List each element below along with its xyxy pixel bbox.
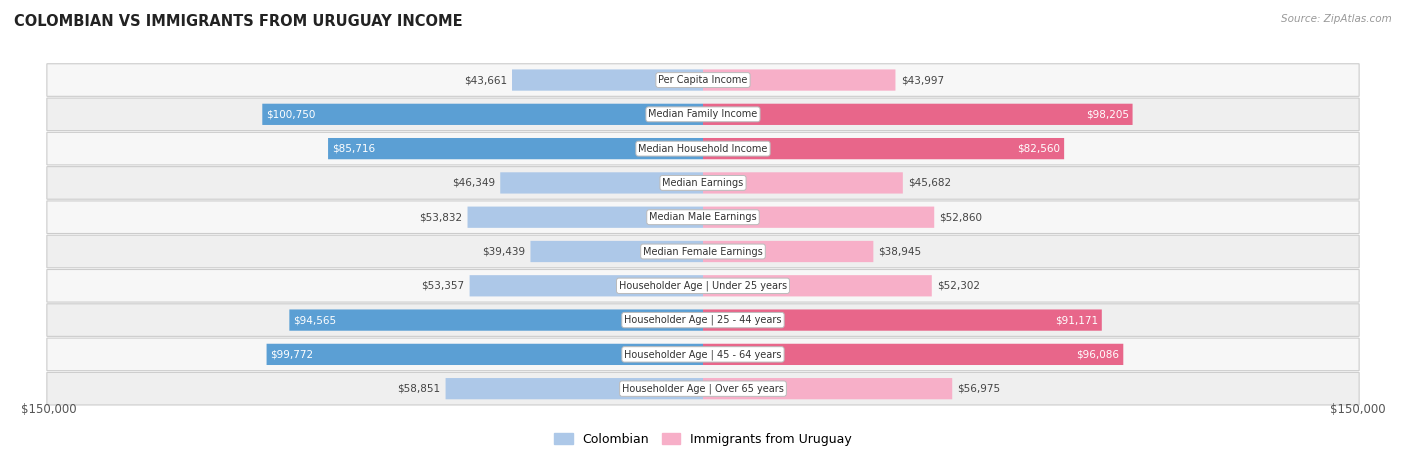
Text: $99,772: $99,772 [270,349,314,360]
Text: COLOMBIAN VS IMMIGRANTS FROM URUGUAY INCOME: COLOMBIAN VS IMMIGRANTS FROM URUGUAY INC… [14,14,463,29]
Text: $46,349: $46,349 [451,178,495,188]
Text: $82,560: $82,560 [1017,144,1060,154]
FancyBboxPatch shape [703,70,896,91]
Text: $39,439: $39,439 [482,247,526,256]
Text: $45,682: $45,682 [908,178,952,188]
FancyBboxPatch shape [703,172,903,193]
FancyBboxPatch shape [46,304,1360,336]
FancyBboxPatch shape [46,201,1360,234]
Text: Householder Age | 25 - 44 years: Householder Age | 25 - 44 years [624,315,782,325]
FancyBboxPatch shape [46,64,1360,96]
FancyBboxPatch shape [512,70,703,91]
Text: $150,000: $150,000 [21,403,76,416]
Text: Median Earnings: Median Earnings [662,178,744,188]
Text: Median Household Income: Median Household Income [638,144,768,154]
FancyBboxPatch shape [263,104,703,125]
FancyBboxPatch shape [446,378,703,399]
Text: Per Capita Income: Per Capita Income [658,75,748,85]
Text: $52,860: $52,860 [939,212,983,222]
FancyBboxPatch shape [703,138,1064,159]
FancyBboxPatch shape [703,310,1102,331]
FancyBboxPatch shape [46,338,1360,371]
Text: Median Female Earnings: Median Female Earnings [643,247,763,256]
Text: Householder Age | Under 25 years: Householder Age | Under 25 years [619,281,787,291]
FancyBboxPatch shape [703,104,1133,125]
FancyBboxPatch shape [470,275,703,297]
FancyBboxPatch shape [468,206,703,228]
Text: $38,945: $38,945 [879,247,922,256]
Text: $52,302: $52,302 [936,281,980,291]
FancyBboxPatch shape [46,269,1360,302]
Text: Householder Age | Over 65 years: Householder Age | Over 65 years [621,383,785,394]
Text: $96,086: $96,086 [1077,349,1119,360]
Text: Median Family Income: Median Family Income [648,109,758,120]
FancyBboxPatch shape [501,172,703,193]
Text: Householder Age | 45 - 64 years: Householder Age | 45 - 64 years [624,349,782,360]
FancyBboxPatch shape [703,241,873,262]
Text: $56,975: $56,975 [957,384,1001,394]
FancyBboxPatch shape [46,98,1360,131]
FancyBboxPatch shape [703,378,952,399]
Text: $100,750: $100,750 [266,109,315,120]
Text: $43,997: $43,997 [901,75,943,85]
FancyBboxPatch shape [703,206,934,228]
FancyBboxPatch shape [290,310,703,331]
Text: $85,716: $85,716 [332,144,375,154]
Text: $91,171: $91,171 [1054,315,1098,325]
Text: $43,661: $43,661 [464,75,506,85]
FancyBboxPatch shape [703,275,932,297]
Text: Median Male Earnings: Median Male Earnings [650,212,756,222]
Text: $53,832: $53,832 [419,212,463,222]
Text: $53,357: $53,357 [422,281,464,291]
Text: $150,000: $150,000 [1330,403,1385,416]
Text: $98,205: $98,205 [1085,109,1129,120]
FancyBboxPatch shape [46,235,1360,268]
Text: Source: ZipAtlas.com: Source: ZipAtlas.com [1281,14,1392,24]
FancyBboxPatch shape [46,132,1360,165]
FancyBboxPatch shape [703,344,1123,365]
Text: $94,565: $94,565 [294,315,336,325]
Text: $58,851: $58,851 [398,384,440,394]
FancyBboxPatch shape [267,344,703,365]
FancyBboxPatch shape [46,167,1360,199]
Legend: Colombian, Immigrants from Uruguay: Colombian, Immigrants from Uruguay [548,428,858,451]
FancyBboxPatch shape [46,372,1360,405]
FancyBboxPatch shape [328,138,703,159]
FancyBboxPatch shape [530,241,703,262]
